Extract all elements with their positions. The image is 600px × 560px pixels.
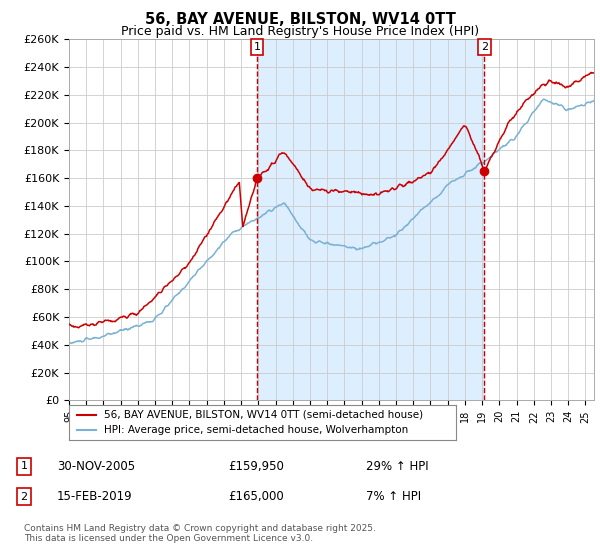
Text: 56, BAY AVENUE, BILSTON, WV14 0TT (semi-detached house): 56, BAY AVENUE, BILSTON, WV14 0TT (semi-… xyxy=(104,409,423,419)
Text: 7% ↑ HPI: 7% ↑ HPI xyxy=(366,490,421,503)
Text: 1: 1 xyxy=(20,461,28,472)
Text: 15-FEB-2019: 15-FEB-2019 xyxy=(57,490,133,503)
Text: 30-NOV-2005: 30-NOV-2005 xyxy=(57,460,135,473)
Text: 29% ↑ HPI: 29% ↑ HPI xyxy=(366,460,428,473)
Text: 56, BAY AVENUE, BILSTON, WV14 0TT: 56, BAY AVENUE, BILSTON, WV14 0TT xyxy=(145,12,455,27)
Text: Price paid vs. HM Land Registry's House Price Index (HPI): Price paid vs. HM Land Registry's House … xyxy=(121,25,479,38)
Bar xyxy=(257,39,484,400)
Text: £159,950: £159,950 xyxy=(228,460,284,473)
Text: 2: 2 xyxy=(481,42,488,52)
Text: 2: 2 xyxy=(20,492,28,502)
Text: 1: 1 xyxy=(253,42,260,52)
Text: £165,000: £165,000 xyxy=(228,490,284,503)
Text: Contains HM Land Registry data © Crown copyright and database right 2025.
This d: Contains HM Land Registry data © Crown c… xyxy=(24,524,376,543)
Text: HPI: Average price, semi-detached house, Wolverhampton: HPI: Average price, semi-detached house,… xyxy=(104,425,408,435)
